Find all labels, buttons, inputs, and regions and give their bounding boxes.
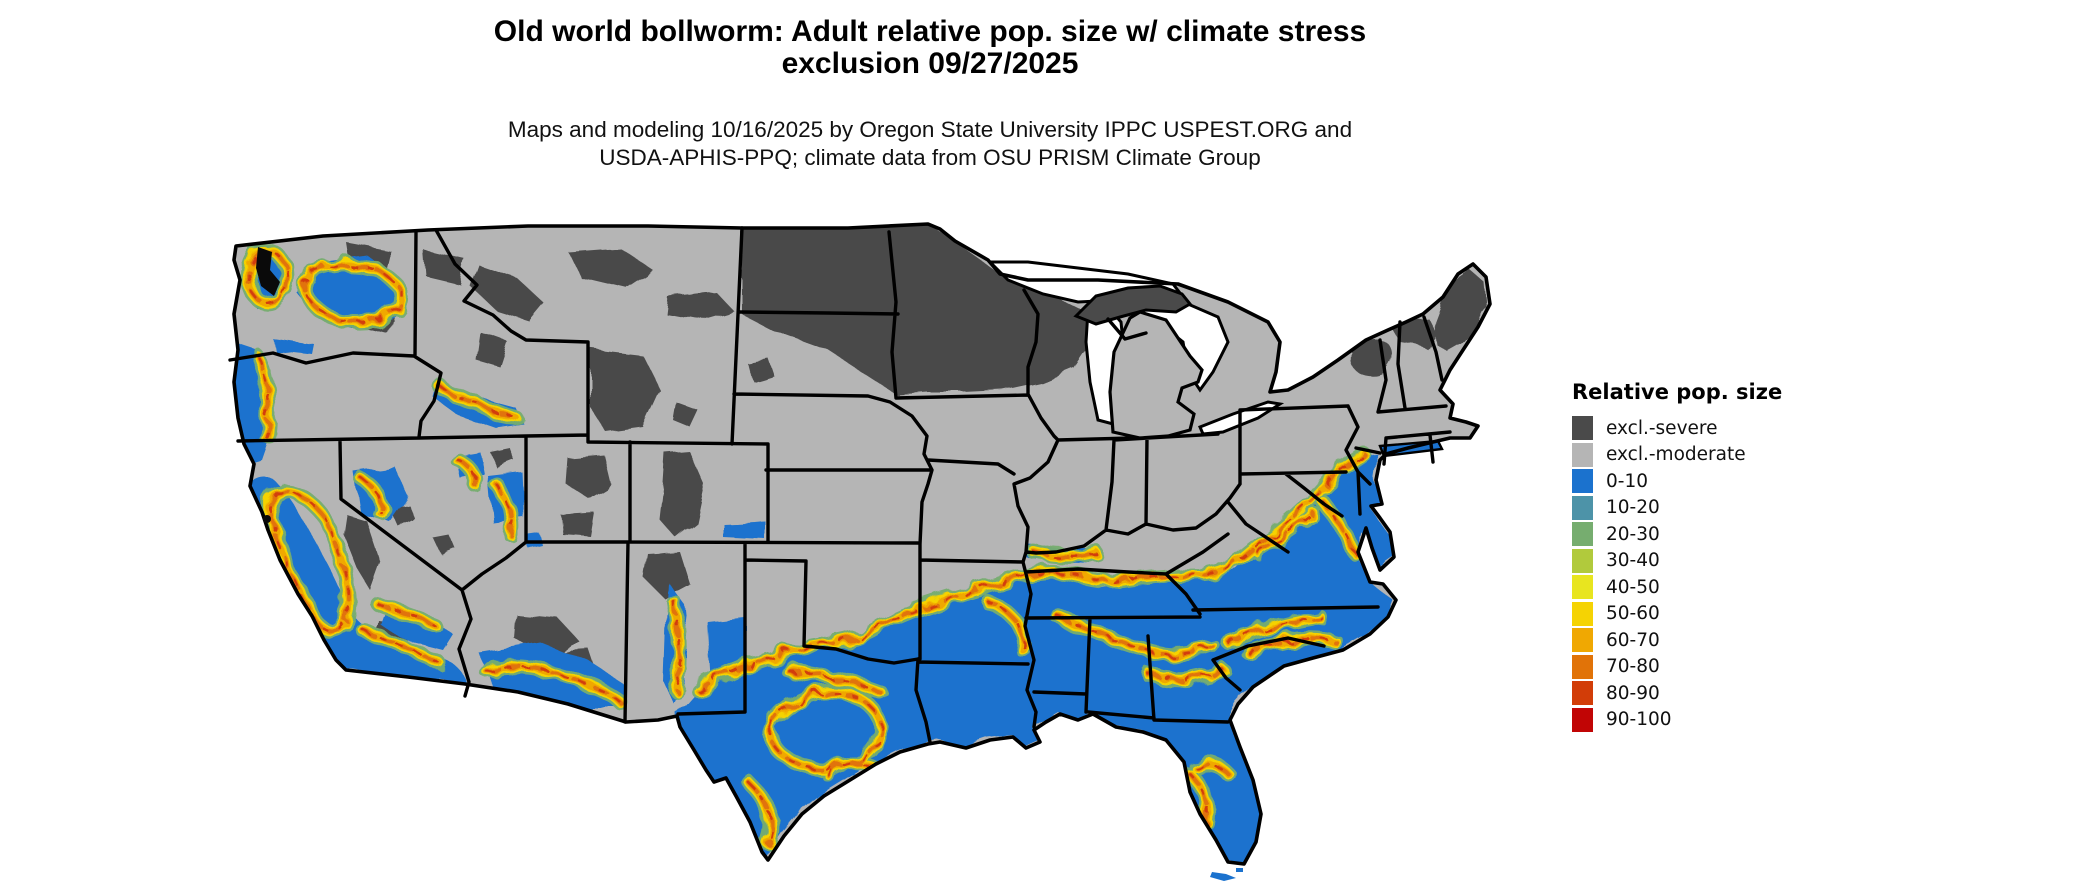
michigan-upper-peninsula [1073, 284, 1193, 326]
legend-item: 0-10 [1572, 468, 1832, 495]
legend-item-label: 20-30 [1606, 523, 1660, 545]
legend-color-swatch [1572, 681, 1593, 706]
legend-item: 40-50 [1572, 574, 1832, 601]
legend-color-swatch [1572, 416, 1593, 441]
legend-title: Relative pop. size [1572, 380, 1783, 404]
legend-item: 90-100 [1572, 707, 1832, 734]
legend-color-swatch [1572, 707, 1593, 732]
page-title: Old world bollworm: Adult relative pop. … [0, 16, 1860, 80]
legend-color-swatch [1572, 469, 1593, 494]
legend-color-swatch [1572, 575, 1593, 600]
legend-item: 10-20 [1572, 495, 1832, 522]
legend-item: 70-80 [1572, 654, 1832, 681]
legend-item-label: 10-20 [1606, 497, 1660, 519]
florida-keys [1210, 868, 1243, 881]
legend-item: 30-40 [1572, 548, 1832, 575]
legend-item-label: 70-80 [1606, 656, 1660, 678]
us-map-svg [228, 222, 1492, 881]
map-title-line2: exclusion 09/27/2025 [781, 47, 1079, 80]
legend-item-label: excl.-moderate [1606, 444, 1746, 466]
legend-item-label: 60-70 [1606, 629, 1660, 651]
map-subtitle-line1: Maps and modeling 10/16/2025 by Oregon S… [507, 117, 1353, 142]
legend-item: 50-60 [1572, 601, 1832, 628]
legend-item-label: 50-60 [1606, 603, 1660, 625]
legend-color-swatch [1572, 442, 1593, 467]
michigan-lower-peninsula [1108, 310, 1204, 440]
legend-item-label: 40-50 [1606, 576, 1660, 598]
legend-item-label: 0-10 [1606, 470, 1648, 492]
legend-item: 20-30 [1572, 521, 1832, 548]
legend-item: 60-70 [1572, 627, 1832, 654]
map-subtitle: Maps and modeling 10/16/2025 by Oregon S… [0, 116, 1860, 172]
legend-item-label: 90-100 [1606, 709, 1672, 731]
legend-color-swatch [1572, 495, 1593, 520]
sf-bay [263, 515, 271, 523]
legend-item-label: 30-40 [1606, 550, 1660, 572]
puget-sound [256, 247, 280, 296]
legend-color-swatch [1572, 628, 1593, 653]
map-subtitle-line2: USDA-APHIS-PPQ; climate data from OSU PR… [599, 145, 1261, 170]
legend-color-swatch [1572, 601, 1593, 626]
legend-item: excl.-severe [1572, 415, 1832, 442]
legend-color-swatch [1572, 654, 1593, 679]
legend-item: 80-90 [1572, 680, 1832, 707]
legend-color-swatch [1572, 522, 1593, 547]
legend-item: excl.-moderate [1572, 442, 1832, 469]
legend-items: excl.-severe excl.-moderate 0-10 10-20 2… [1572, 415, 1832, 733]
map-title-line1: Old world bollworm: Adult relative pop. … [493, 15, 1367, 48]
state-borders [228, 226, 1452, 744]
legend: Relative pop. size excl.-severe excl.-mo… [1572, 380, 1832, 733]
legend-item-label: excl.-severe [1606, 417, 1718, 439]
us-map [228, 222, 1508, 892]
legend-item-label: 80-90 [1606, 682, 1660, 704]
legend-color-swatch [1572, 548, 1593, 573]
